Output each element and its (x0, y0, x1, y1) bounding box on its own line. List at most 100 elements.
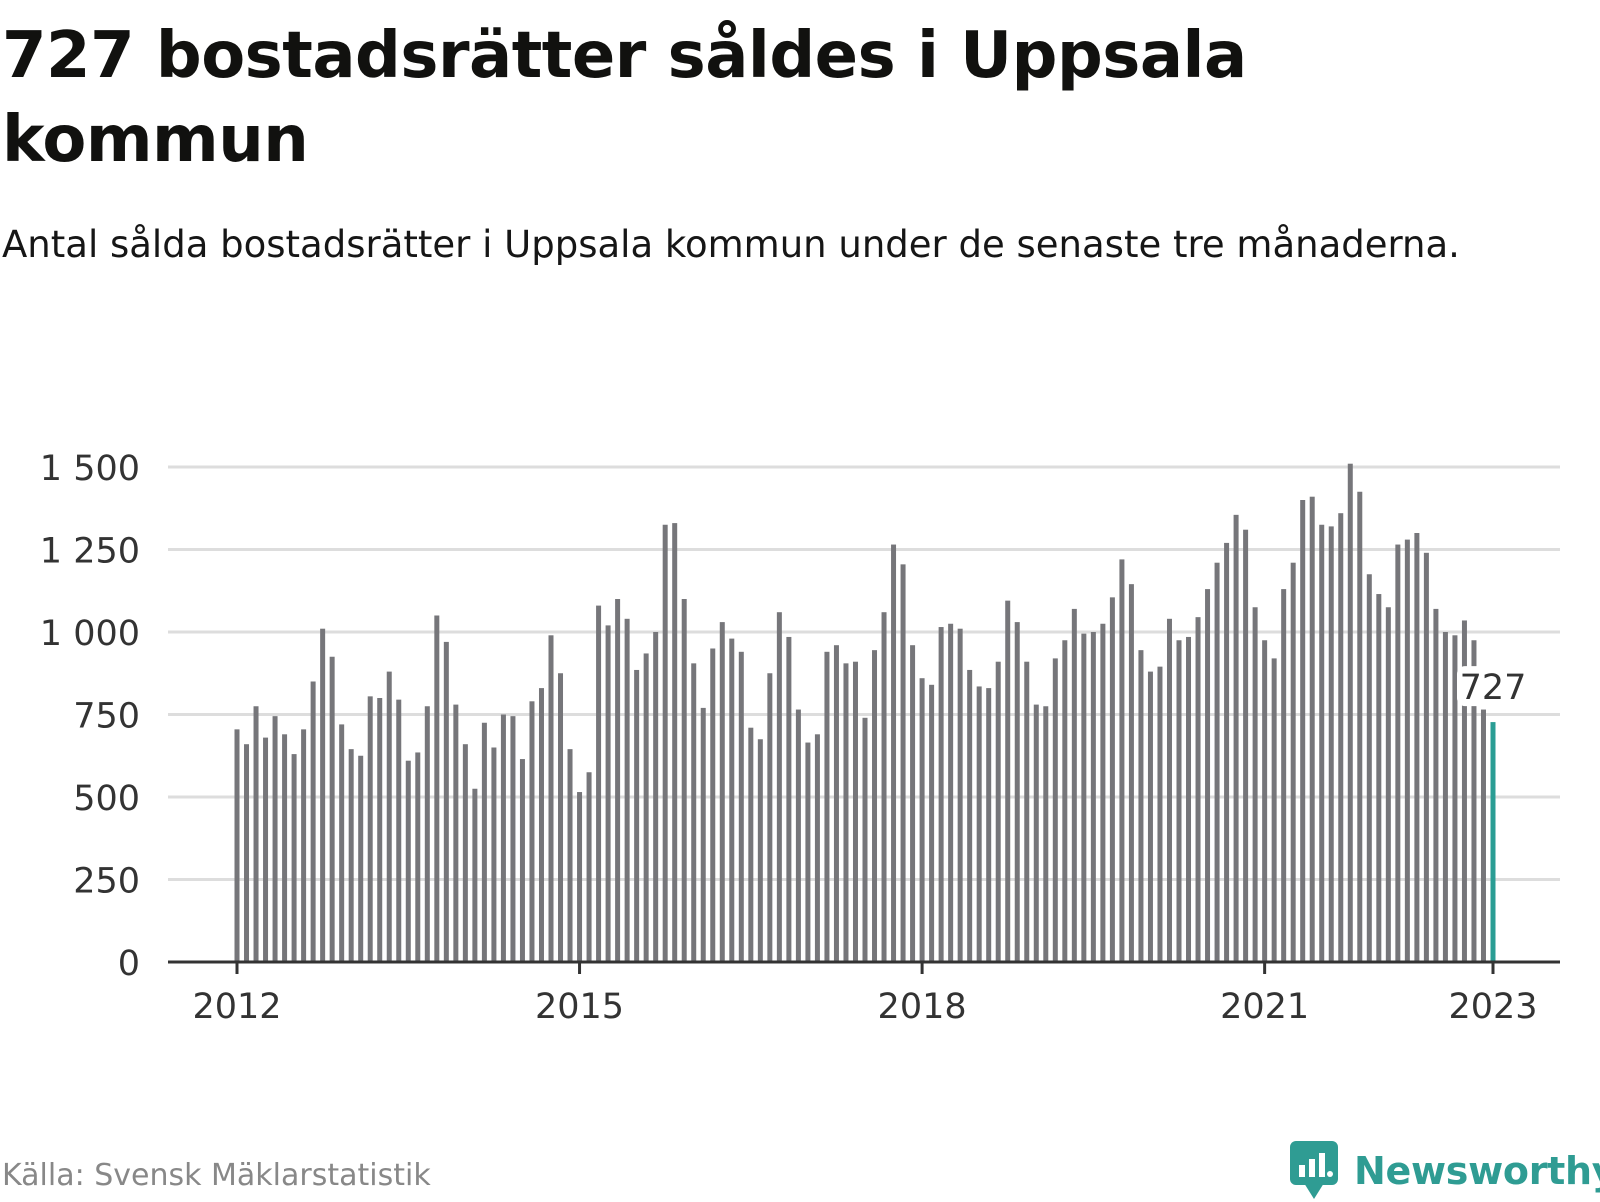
y-tick-label: 500 (73, 779, 140, 819)
bar (1053, 658, 1058, 962)
bar (653, 632, 658, 962)
x-tick-label: 2012 (192, 987, 281, 1027)
bar (482, 723, 487, 962)
bar (853, 662, 858, 962)
bar (396, 700, 401, 962)
bar (901, 564, 906, 962)
bar (672, 523, 677, 962)
bar (1338, 513, 1343, 962)
bar (891, 545, 896, 962)
bar (1215, 563, 1220, 962)
bar (1205, 589, 1210, 962)
bar (929, 685, 934, 962)
bar (235, 729, 240, 962)
bar (843, 663, 848, 962)
bar (472, 789, 477, 962)
bar (720, 622, 725, 962)
y-tick-label: 0 (118, 944, 140, 984)
bar (986, 688, 991, 962)
bar (834, 645, 839, 962)
bar (1300, 500, 1305, 962)
bar (273, 716, 278, 962)
bar (691, 663, 696, 962)
bar (577, 792, 582, 962)
bar (1224, 543, 1229, 962)
bar (244, 744, 249, 962)
page-subtitle: Antal sålda bostadsrätter i Uppsala komm… (2, 216, 1562, 274)
bar (349, 749, 354, 962)
bar (549, 635, 554, 962)
bar-latest (1491, 722, 1496, 962)
bar (406, 761, 411, 962)
bar (1081, 634, 1086, 962)
bar (1367, 574, 1372, 962)
y-tick-label: 1 000 (40, 614, 140, 654)
bar (1034, 705, 1039, 962)
bar (1043, 706, 1048, 962)
bar (910, 645, 915, 962)
bar (644, 653, 649, 962)
bar (254, 706, 259, 962)
bar (1015, 622, 1020, 962)
newsworthy-logo: Newsworthy (1290, 1140, 1600, 1202)
bar (948, 624, 953, 962)
bar-series (235, 464, 1496, 962)
source-credit: Källa: Svensk Mäklarstatistik (2, 1158, 431, 1193)
bar (1424, 553, 1429, 962)
bar (682, 599, 687, 962)
bar (796, 710, 801, 962)
bar (311, 682, 316, 963)
bar (1319, 525, 1324, 962)
last-value-annotation: 727 (1457, 666, 1529, 708)
bar (1243, 530, 1248, 962)
bar (596, 606, 601, 962)
bar (767, 673, 772, 962)
bar (387, 672, 392, 962)
bar (1386, 607, 1391, 962)
bar (634, 670, 639, 962)
bar (920, 678, 925, 962)
bar (729, 639, 734, 962)
y-tick-label: 250 (73, 862, 140, 902)
bar (301, 729, 306, 962)
bar (863, 718, 868, 962)
x-axis: 2012 2015 2018 2021 2023 (168, 962, 1560, 1027)
y-tick-label: 1 250 (40, 532, 140, 572)
bar (1072, 609, 1077, 962)
bar (453, 705, 458, 962)
bar (1024, 662, 1029, 962)
bar (358, 756, 363, 962)
bar (882, 612, 887, 962)
bar (996, 662, 1001, 962)
bar (1281, 589, 1286, 962)
last-value-label: 727 (1460, 668, 1527, 708)
bar (263, 738, 268, 962)
bar (1443, 632, 1448, 962)
bar (587, 772, 592, 962)
bar (1148, 672, 1153, 962)
bar (625, 619, 630, 962)
bar (491, 748, 496, 963)
bar (1234, 515, 1239, 962)
bar (1177, 640, 1182, 962)
y-tick-label: 750 (73, 697, 140, 737)
bar (1310, 497, 1315, 962)
bar (282, 734, 287, 962)
bar (1186, 637, 1191, 962)
bar (1272, 658, 1277, 962)
bar (444, 642, 449, 962)
bar (967, 670, 972, 962)
bar (663, 525, 668, 962)
bar (1119, 559, 1124, 962)
bar (501, 715, 506, 963)
bar (786, 637, 791, 962)
bar (510, 716, 515, 962)
bar (1414, 533, 1419, 962)
bar (777, 612, 782, 962)
bar (815, 734, 820, 962)
bar (1129, 584, 1134, 962)
x-tick-label: 2023 (1448, 987, 1537, 1027)
bar (292, 754, 297, 962)
bar (568, 749, 573, 962)
bar (701, 708, 706, 962)
